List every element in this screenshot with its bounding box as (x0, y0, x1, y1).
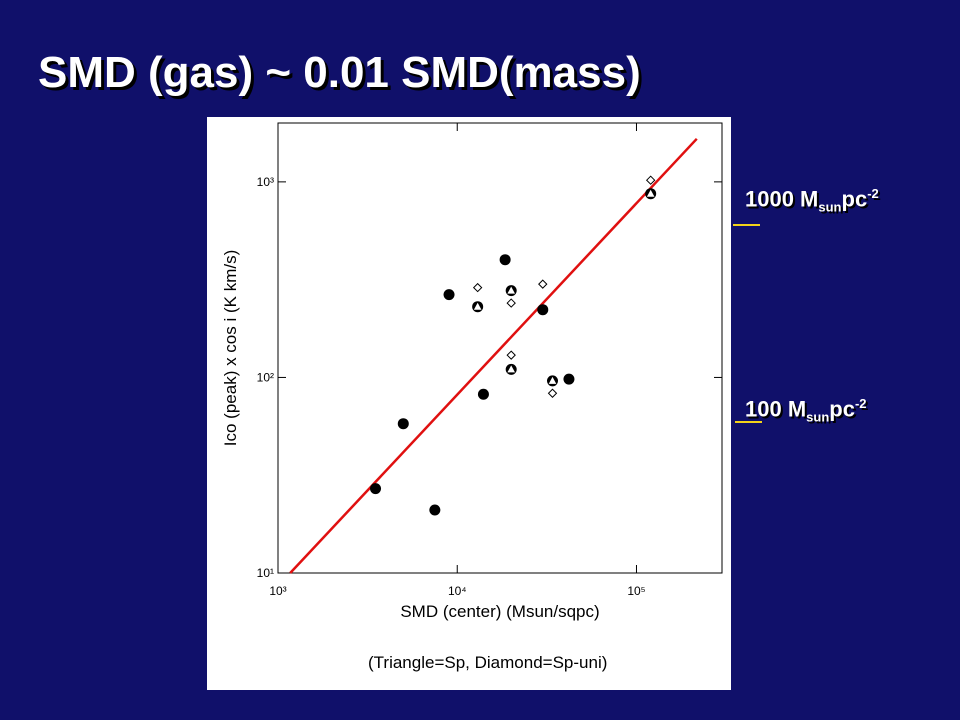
annotation-text: 100 M (745, 396, 807, 422)
chart-panel (207, 117, 731, 690)
point-circle (563, 373, 575, 385)
annotation-underline (735, 421, 762, 423)
point-triangle (473, 302, 482, 310)
point-diamond (506, 350, 516, 360)
point-circle (537, 304, 549, 316)
point-triangle (548, 376, 557, 384)
point-circle (397, 418, 409, 430)
point-diamond (472, 282, 483, 293)
x-tick-label: 10⁴ (448, 584, 467, 598)
annotation: 100 Msunpc-2 (745, 396, 867, 425)
point-circle (429, 504, 441, 516)
point-diamond (547, 388, 558, 398)
y-tick-label: 10³ (257, 175, 274, 189)
point-diamond (506, 298, 516, 308)
x-axis-title: SMD (center) (Msun/sqpc) (400, 602, 599, 621)
point-circle (443, 289, 455, 301)
annotation-after: pc (841, 186, 868, 212)
point-diamond (645, 175, 656, 185)
point-triangle (507, 365, 515, 373)
legend-note: (Triangle=Sp, Diamond=Sp-uni) (368, 653, 607, 672)
slide-title: SMD (gas) ~ 0.01 SMD(mass) (38, 48, 641, 97)
point-circle (477, 388, 489, 400)
annotation-sub: sun (806, 409, 830, 425)
annotation: 1000 Msunpc-2 (745, 186, 879, 215)
fit-line (289, 137, 698, 574)
point-triangle (507, 286, 515, 294)
plot-frame (277, 122, 723, 574)
y-tick-label: 10¹ (257, 566, 274, 580)
point-circle (499, 254, 511, 266)
annotation-after: pc (829, 396, 855, 422)
annotation-text: 1000 M (745, 186, 819, 212)
annotation-sup: -2 (867, 186, 879, 201)
annotation-underline (733, 224, 760, 226)
point-triangle (646, 189, 655, 197)
annotation-sub: sun (818, 199, 842, 215)
point-diamond (538, 279, 548, 289)
annotation-sup: -2 (854, 396, 867, 411)
x-tick-label: 10³ (269, 584, 286, 598)
x-tick-label: 10⁵ (627, 584, 645, 598)
point-circle (370, 483, 382, 495)
y-tick-label: 10² (257, 370, 274, 384)
y-axis-title: Ico (peak) x cos i (K km/s) (221, 250, 240, 446)
